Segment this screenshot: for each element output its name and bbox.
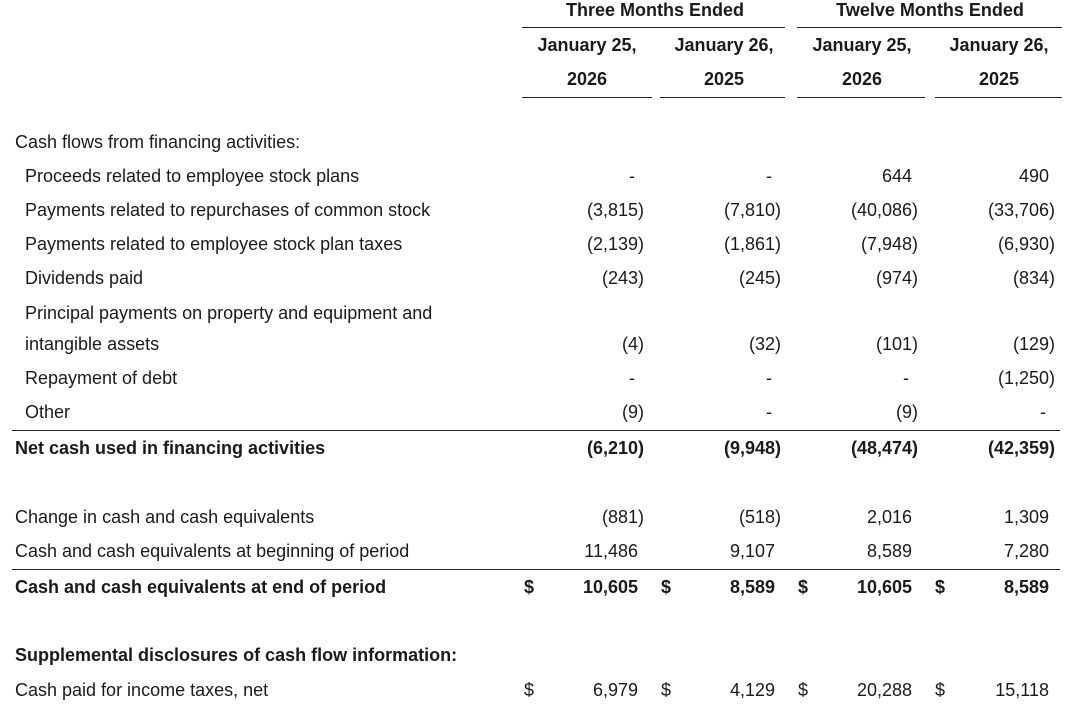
row-label: Proceeds related to employee stock plans — [25, 166, 360, 186]
rule — [797, 97, 925, 98]
cell-value: (881) — [601, 507, 644, 527]
currency-symbol: $ — [523, 680, 534, 700]
cell-value: 4,129 — [729, 680, 775, 700]
cell-value: 2,016 — [866, 507, 912, 527]
cell-value: - — [766, 368, 772, 388]
column-header: January 25, — [537, 35, 637, 55]
cell-value: 8,589 — [866, 541, 912, 561]
cell-value: 6,979 — [592, 680, 638, 700]
currency-symbol: $ — [797, 577, 808, 597]
cell-value: 8,589 — [1003, 577, 1049, 597]
cell-value: 15,118 — [995, 680, 1049, 700]
rule — [12, 430, 1060, 431]
cell-value: (518) — [738, 507, 781, 527]
cell-value: (101) — [875, 334, 918, 354]
cell-value: 10,605 — [856, 577, 912, 597]
cell-value: (7,948) — [860, 234, 918, 254]
cell-value: (2,139) — [586, 234, 644, 254]
row-label: Repayment of debt — [25, 368, 178, 388]
currency-symbol: $ — [660, 680, 671, 700]
currency-symbol: $ — [797, 680, 808, 700]
currency-symbol: $ — [934, 680, 945, 700]
cell-value: - — [766, 402, 772, 422]
cell-value: - — [766, 166, 772, 186]
cell-value: - — [629, 368, 635, 388]
cell-value: 8,589 — [729, 577, 775, 597]
cell-value: (9,948) — [723, 438, 781, 458]
rule — [660, 97, 785, 98]
row-label: Other — [25, 402, 71, 422]
cell-value: (1,250) — [997, 368, 1055, 388]
cell-value: (129) — [1012, 334, 1055, 354]
row-label: Cash and cash equivalents at end of peri… — [15, 577, 387, 597]
group-header: Twelve Months Ended — [836, 0, 1024, 20]
cell-value: (33,706) — [987, 200, 1055, 220]
cell-value: (243) — [601, 268, 644, 288]
cell-value: 9,107 — [729, 541, 775, 561]
column-header: 2025 — [703, 69, 745, 89]
column-header: January 25, — [812, 35, 912, 55]
currency-symbol: $ — [934, 577, 945, 597]
column-header: 2025 — [978, 69, 1020, 89]
cell-value: (9) — [896, 402, 918, 422]
cell-value: - — [1040, 402, 1046, 422]
column-header: 2026 — [566, 69, 608, 89]
cell-value: 20,288 — [856, 680, 912, 700]
cell-value: 1,309 — [1003, 507, 1049, 527]
cell-value: (6,930) — [997, 234, 1055, 254]
column-header: 2026 — [841, 69, 883, 89]
cell-value: (9) — [622, 402, 644, 422]
cell-value: 10,605 — [582, 577, 638, 597]
column-header: January 26, — [674, 35, 774, 55]
currency-symbol: $ — [523, 577, 534, 597]
cell-value: (245) — [738, 268, 781, 288]
row-label: Supplemental disclosures of cash flow in… — [15, 645, 458, 665]
currency-symbol: $ — [660, 577, 671, 597]
rule — [935, 97, 1062, 98]
cell-value: (42,359) — [987, 438, 1055, 458]
cell-value: - — [903, 368, 909, 388]
cell-value: 11,486 — [584, 541, 638, 561]
row-label: intangible assets — [25, 334, 160, 354]
rule — [522, 27, 785, 28]
row-label: Cash and cash equivalents at beginning o… — [15, 541, 410, 561]
cell-value: - — [629, 166, 635, 186]
cell-value: (6,210) — [586, 438, 644, 458]
row-label: Net cash used in financing activities — [15, 438, 326, 458]
row-label: Change in cash and cash equivalents — [15, 507, 315, 527]
cell-value: 490 — [1018, 166, 1049, 186]
row-label: Payments related to employee stock plan … — [25, 234, 403, 254]
cell-value: (3,815) — [586, 200, 644, 220]
row-label: Principal payments on property and equip… — [25, 303, 433, 323]
cell-value: (834) — [1012, 268, 1055, 288]
cell-value: (974) — [875, 268, 918, 288]
rule — [12, 569, 1060, 570]
cell-value: (4) — [622, 334, 644, 354]
row-label: Cash paid for income taxes, net — [15, 680, 269, 700]
cell-value: 7,280 — [1003, 541, 1049, 561]
cell-value: (7,810) — [723, 200, 781, 220]
column-header: January 26, — [949, 35, 1049, 55]
cell-value: 644 — [881, 166, 912, 186]
row-label: Payments related to repurchases of commo… — [25, 200, 431, 220]
cell-value: (40,086) — [850, 200, 918, 220]
row-label: Dividends paid — [25, 268, 144, 288]
cell-value: (1,861) — [723, 234, 781, 254]
cell-value: (48,474) — [850, 438, 918, 458]
cell-value: (32) — [748, 334, 781, 354]
row-label: Cash flows from financing activities: — [15, 132, 301, 152]
rule — [522, 97, 652, 98]
rule — [797, 27, 1062, 28]
group-header: Three Months Ended — [565, 0, 744, 20]
